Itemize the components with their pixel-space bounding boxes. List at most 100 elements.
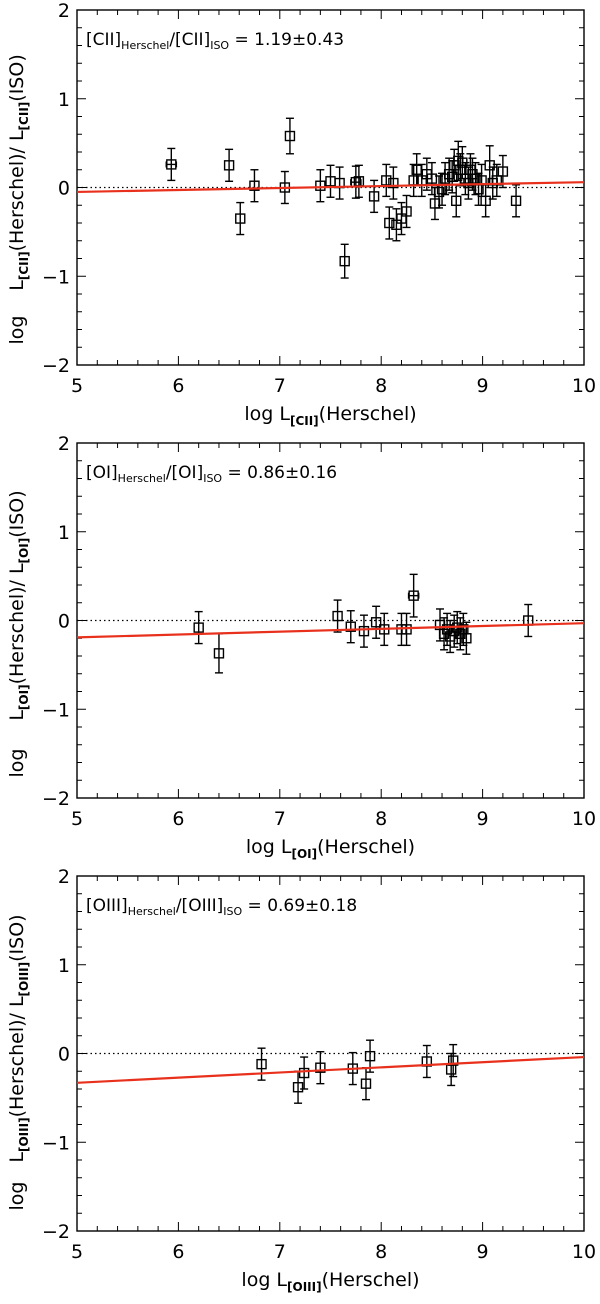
data-point xyxy=(358,614,370,648)
square-marker xyxy=(213,648,225,659)
data-point xyxy=(388,166,399,200)
square-marker xyxy=(284,130,296,142)
annotation-value: = 0.86±0.16 xyxy=(222,463,337,483)
square-marker xyxy=(256,1058,267,1070)
y-label-tail: (ISO) xyxy=(6,490,28,537)
annotation-line-name: [CII] xyxy=(86,30,121,50)
square-marker xyxy=(433,186,445,198)
x-label-tail: (Herschel) xyxy=(317,836,415,858)
data-point xyxy=(213,633,225,674)
x-tick-label: 10 xyxy=(572,375,596,397)
fit-line xyxy=(76,622,585,639)
x-tick-label: 9 xyxy=(477,1241,489,1263)
y-tick-label: −2 xyxy=(42,1221,70,1243)
annotation-sub-iso: ISO xyxy=(203,472,222,485)
x-axis-label: log L[OIII](Herschel) xyxy=(241,1269,419,1294)
square-marker xyxy=(370,617,382,628)
data-point xyxy=(315,169,326,203)
x-label-tail: (Herschel) xyxy=(319,403,417,425)
y-label-sub2: [CII] xyxy=(17,102,31,131)
data-point xyxy=(497,154,509,189)
ratio-annotation: [OIII]Herschel/[OIII]ISO = 0.69±0.18 xyxy=(86,896,357,918)
square-marker xyxy=(235,213,246,224)
y-axis-label-log: log xyxy=(6,1182,28,1211)
x-tick-label: 7 xyxy=(274,1241,286,1263)
square-marker xyxy=(408,590,419,601)
square-marker xyxy=(368,191,380,202)
ratio-annotation: [CII]Herschel/[CII]ISO = 1.19±0.43 xyxy=(86,30,344,52)
annotation-sub-iso: ISO xyxy=(210,39,229,52)
x-label-main: log L xyxy=(246,836,292,858)
y-axis-label: L[OIII](Herschel)/ L[OIII](ISO) xyxy=(6,914,31,1162)
y-tick-label: 1 xyxy=(58,89,70,111)
square-marker xyxy=(166,159,177,170)
square-marker xyxy=(447,1055,459,1066)
square-marker xyxy=(426,173,438,184)
y-label-sub1: [OIII] xyxy=(17,1117,31,1152)
x-label-sub: [CII] xyxy=(290,414,319,428)
fit-line xyxy=(76,181,585,194)
data-point xyxy=(332,599,343,633)
annotation-sub-herschel: Herschel xyxy=(118,472,166,485)
y-label-tail: (ISO) xyxy=(6,914,28,961)
ratio-annotation: [OI]Herschel/[OI]ISO = 0.86±0.16 xyxy=(86,463,337,485)
x-tick-label: 7 xyxy=(274,808,286,830)
square-marker xyxy=(401,624,412,635)
x-tick-label: 6 xyxy=(172,808,184,830)
data-point xyxy=(476,163,487,198)
annotation-divider: /[OIII] xyxy=(176,896,223,916)
x-tick-label: 9 xyxy=(477,808,489,830)
annotation-line-name: [OI] xyxy=(86,463,118,483)
square-marker xyxy=(364,1050,376,1062)
data-point xyxy=(223,148,235,182)
annotation-line-name: [OIII] xyxy=(86,896,128,916)
annotation-sub-herschel: Herschel xyxy=(121,39,169,52)
y-tick-label: −1 xyxy=(42,1132,70,1154)
data-point xyxy=(165,147,178,182)
x-label-main: log L xyxy=(244,403,290,425)
square-marker xyxy=(510,195,522,207)
square-marker xyxy=(401,206,412,217)
y-label-l1: L xyxy=(6,710,28,721)
x-label-sub: [OIII] xyxy=(287,1280,322,1294)
data-point xyxy=(433,175,445,209)
y-tick-label: 2 xyxy=(58,866,70,888)
data-point xyxy=(339,243,350,279)
data-point xyxy=(256,1047,267,1081)
y-label-sub1: [CII] xyxy=(17,251,31,280)
x-tick-label: 5 xyxy=(71,808,83,830)
square-marker xyxy=(223,160,235,171)
data-point xyxy=(421,1044,433,1079)
x-label-tail: (Herschel) xyxy=(322,1269,420,1291)
y-label-mid: (Herschel)/ L xyxy=(6,130,28,251)
y-axis-label: L[CII](Herschel)/ L[CII](ISO) xyxy=(6,54,31,290)
y-tick-label: −2 xyxy=(42,355,70,377)
square-marker xyxy=(451,195,462,207)
y-tick-label: 0 xyxy=(58,1044,70,1066)
square-marker xyxy=(384,217,395,229)
square-marker xyxy=(315,1062,326,1073)
x-tick-label: 6 xyxy=(172,375,184,397)
data-point xyxy=(325,164,336,198)
y-tick-label: −1 xyxy=(42,699,70,721)
annotation-value: = 1.19±0.43 xyxy=(229,30,344,50)
x-tick-label: 5 xyxy=(71,375,83,397)
annotation-divider: /[OI] xyxy=(166,463,203,483)
annotation-sub-herschel: Herschel xyxy=(128,905,176,918)
data-point xyxy=(510,184,522,218)
data-point xyxy=(407,573,420,618)
square-marker xyxy=(388,177,399,189)
annotation-sub-iso: ISO xyxy=(223,905,242,918)
data-point xyxy=(249,169,260,203)
y-label-sub1: [OI] xyxy=(17,684,31,710)
annotation-value: = 0.69±0.18 xyxy=(242,896,357,916)
data-point xyxy=(401,612,412,647)
y-axis-label: L[OI](Herschel)/ L[OI](ISO) xyxy=(6,490,31,720)
x-tick-label: 6 xyxy=(172,1241,184,1263)
data-point xyxy=(426,161,438,196)
data-point xyxy=(235,201,246,236)
x-axis-label: log L[CII](Herschel) xyxy=(244,403,416,428)
square-marker xyxy=(360,1078,372,1089)
